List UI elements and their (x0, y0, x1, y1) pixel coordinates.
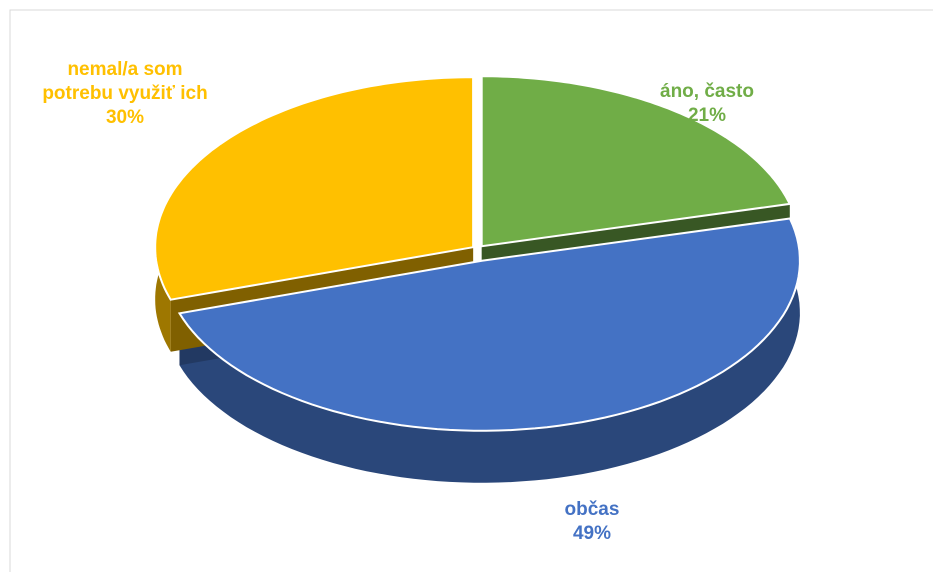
value-label: 49% (572, 523, 612, 544)
slice (154, 76, 475, 301)
category-label: občas (564, 499, 620, 520)
category-label: áno, často (660, 81, 754, 102)
value-label: 21% (687, 105, 727, 126)
data-label: áno, často 21% (612, 80, 802, 128)
category-label: nemal/a som potrebu využiť ich (42, 59, 208, 104)
slice (177, 217, 801, 432)
value-label: 30% (105, 107, 145, 128)
slice (480, 75, 792, 248)
data-label: nemal/a som potrebu využiť ich 30% (40, 58, 210, 130)
data-label: občas 49% (497, 498, 687, 546)
slice-side (179, 218, 800, 483)
chart-frame (9, 9, 933, 572)
